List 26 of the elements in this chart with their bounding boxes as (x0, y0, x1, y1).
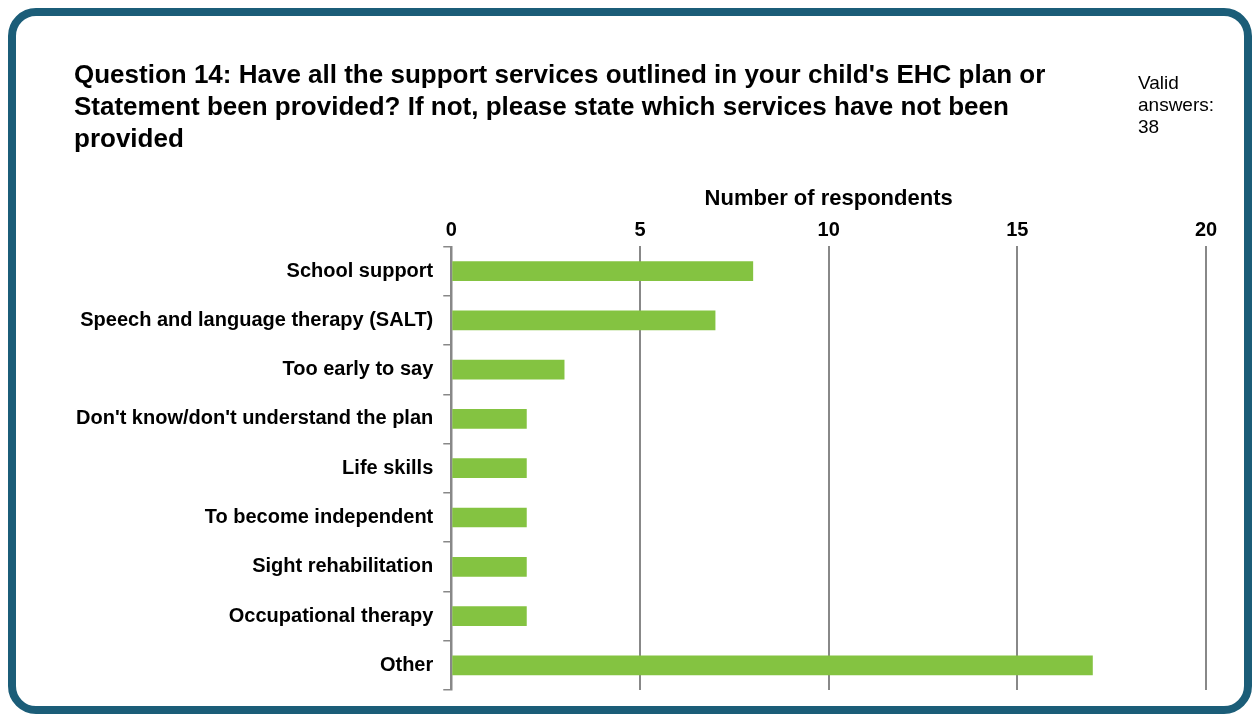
bar (452, 655, 1093, 676)
bar (452, 359, 565, 380)
bar (452, 310, 716, 331)
bar (452, 458, 527, 479)
bar (452, 606, 527, 626)
y-tick-label: Too early to say (282, 357, 435, 380)
bar (452, 409, 527, 429)
bar (452, 556, 527, 577)
y-tick-label: Life skills (342, 455, 434, 478)
x-tick-label: 10 (817, 217, 840, 240)
x-tick-label: 0 (445, 217, 457, 240)
y-tick-label: Don't know/don't understand the plan (76, 406, 434, 429)
text: Valid answers: 38 (1138, 72, 1215, 138)
x-axis-title: Number of respondents (704, 185, 953, 211)
bar (452, 507, 527, 528)
y-tick-label: Other (379, 652, 434, 675)
x-tick-label: 15 (1006, 217, 1029, 240)
y-tick-label: Speech and language therapy (SALT) (80, 307, 434, 330)
x-tick-label: 20 (1194, 217, 1218, 240)
y-tick-label: Occupational therapy (228, 603, 435, 626)
bar (452, 261, 754, 281)
y-tick-label: To become independent (204, 505, 434, 527)
x-tick-label: 5 (634, 217, 646, 240)
y-tick-label: Sight rehabilitation (252, 554, 434, 577)
chart-title: Question 14: Have all the support services outlined in your child's EHC plan or Statement been provided? If not, please state which services have not been provided (74, 58, 1047, 154)
y-tick-label: School support (286, 258, 434, 281)
